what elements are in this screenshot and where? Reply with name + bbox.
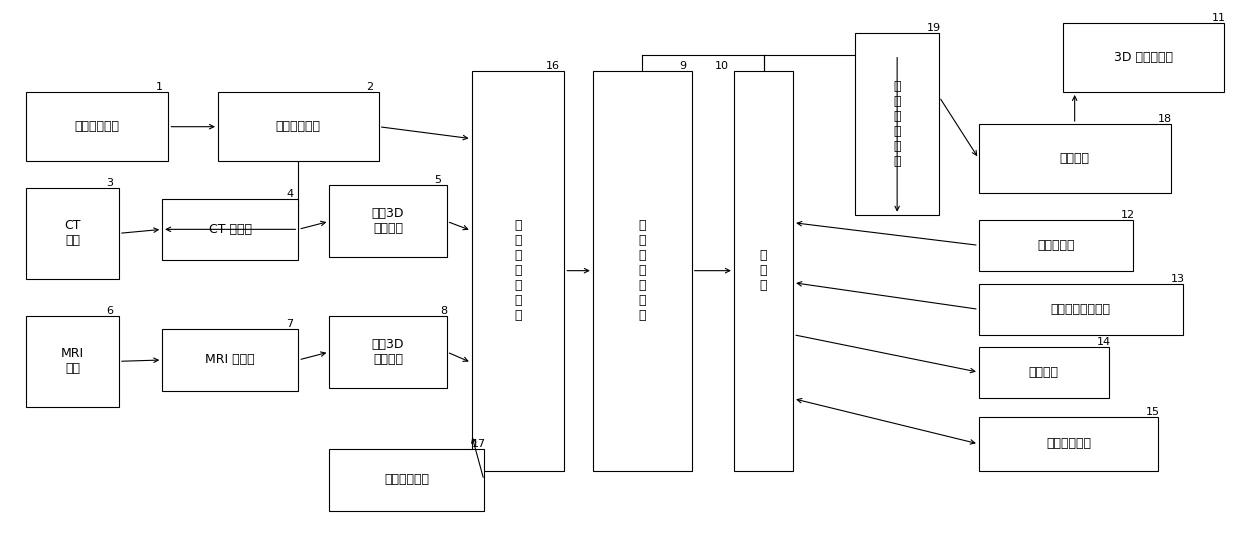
FancyBboxPatch shape [734,71,794,471]
FancyBboxPatch shape [26,92,169,161]
FancyBboxPatch shape [978,284,1183,334]
Text: 第一3D
转换模块: 第一3D 转换模块 [372,207,404,235]
Text: 18: 18 [1158,114,1172,124]
Text: 超声波诊断仪: 超声波诊断仪 [74,120,120,133]
Text: 14: 14 [1096,337,1111,347]
Text: 超声波存储器: 超声波存储器 [275,120,321,133]
Text: 图
像
分
割
模
块: 图 像 分 割 模 块 [893,80,901,168]
Text: 参数输入模块: 参数输入模块 [384,473,429,487]
Text: MRI 存储器: MRI 存储器 [206,353,255,367]
FancyBboxPatch shape [330,185,446,257]
FancyBboxPatch shape [856,33,939,215]
FancyBboxPatch shape [26,188,119,279]
Text: 17: 17 [471,440,486,449]
Text: CT
设备: CT 设备 [64,219,81,247]
Text: 2: 2 [366,82,373,92]
Text: 计
算
机: 计 算 机 [760,249,768,292]
Text: 通信模块: 通信模块 [1060,152,1090,165]
FancyBboxPatch shape [471,71,564,471]
FancyBboxPatch shape [330,316,446,388]
Text: 3D 生物打印机: 3D 生物打印机 [1114,51,1173,64]
Text: 16: 16 [546,61,559,71]
FancyBboxPatch shape [978,124,1171,193]
Text: 5: 5 [434,175,441,185]
Text: 7: 7 [286,319,293,329]
Text: 13: 13 [1171,274,1184,284]
Text: 11: 11 [1211,13,1225,23]
FancyBboxPatch shape [162,199,299,260]
Text: 10: 10 [715,61,729,71]
Text: 第二3D
转换模块: 第二3D 转换模块 [372,338,404,366]
FancyBboxPatch shape [330,449,484,511]
Text: 15: 15 [1146,407,1159,418]
Text: 生理记录仪: 生理记录仪 [1038,239,1075,252]
Text: CT 存储器: CT 存储器 [208,223,252,236]
FancyBboxPatch shape [978,347,1109,398]
Text: 计算机存储器: 计算机存储器 [1047,437,1091,450]
Text: 6: 6 [107,306,114,316]
FancyBboxPatch shape [162,329,299,391]
FancyBboxPatch shape [26,316,119,407]
Text: 12: 12 [1121,210,1135,220]
Text: MRI
设备: MRI 设备 [61,347,84,375]
Text: 1: 1 [156,82,162,92]
FancyBboxPatch shape [593,71,692,471]
FancyBboxPatch shape [218,92,378,161]
Text: 3: 3 [107,178,114,188]
Text: 生理参数输入模块: 生理参数输入模块 [1050,303,1111,316]
Text: 9: 9 [680,61,687,71]
Text: 19: 19 [926,24,941,33]
Text: 相
似
度
计
算
模
块: 相 似 度 计 算 模 块 [515,219,522,322]
FancyBboxPatch shape [978,220,1133,271]
Text: 8: 8 [440,306,448,316]
FancyBboxPatch shape [978,418,1158,471]
Text: 4: 4 [286,189,293,199]
Text: 相
似
度
比
较
模
块: 相 似 度 比 较 模 块 [639,219,646,322]
FancyBboxPatch shape [1063,23,1224,92]
Text: 显示模块: 显示模块 [1029,366,1059,379]
